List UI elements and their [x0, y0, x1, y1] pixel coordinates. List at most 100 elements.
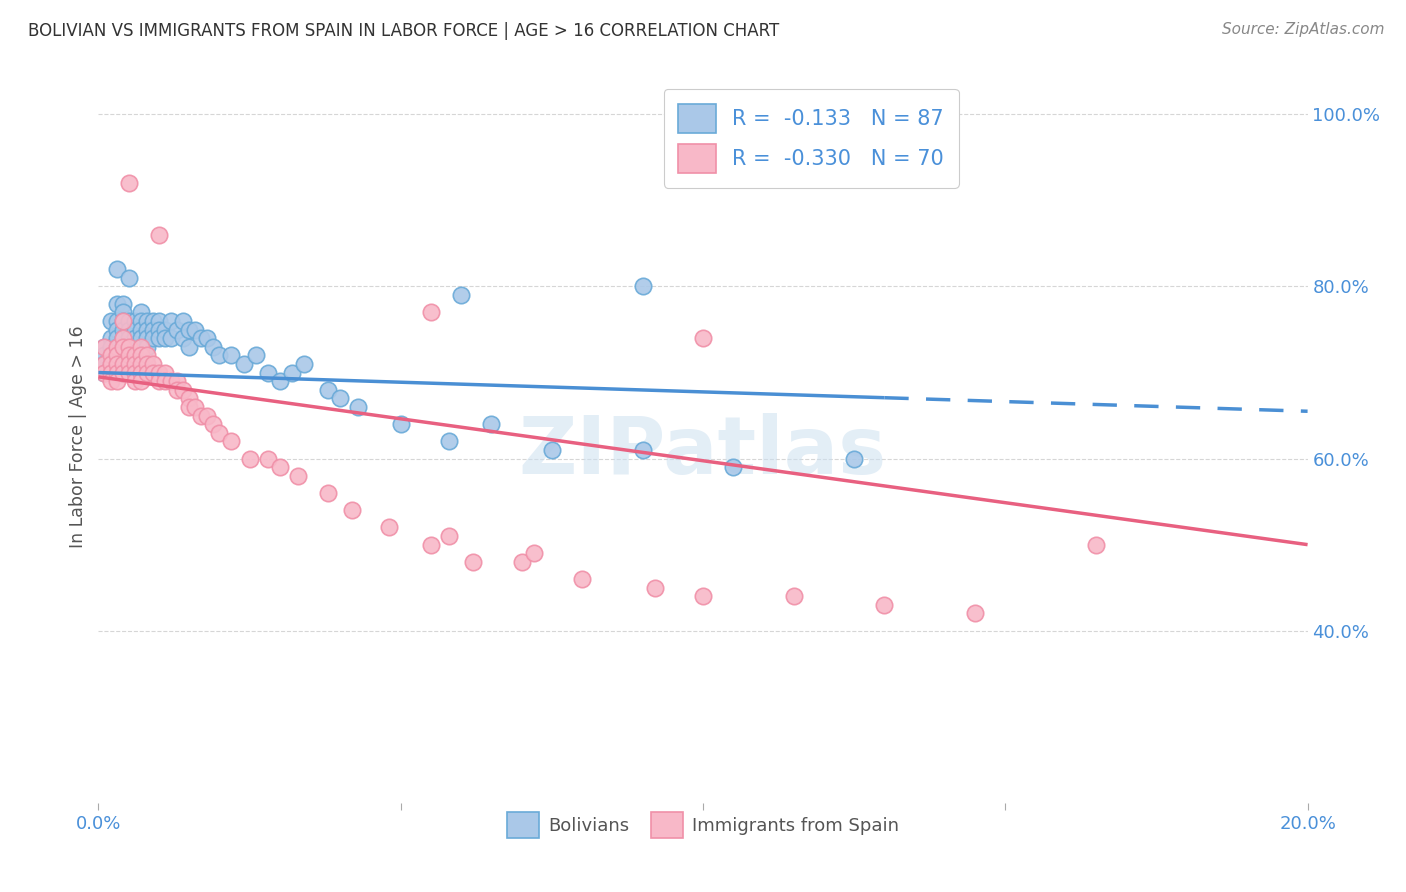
- Point: [179, 322, 201, 336]
- Point: [631, 279, 654, 293]
- Point: [129, 357, 152, 371]
- Point: [105, 322, 128, 336]
- Point: [135, 366, 157, 380]
- Point: [692, 589, 714, 603]
- Point: [118, 357, 141, 371]
- Point: [148, 366, 170, 380]
- Point: [184, 400, 207, 414]
- Point: [190, 409, 212, 423]
- Point: [208, 425, 231, 440]
- Point: [111, 348, 134, 362]
- Point: [221, 348, 243, 362]
- Point: [105, 340, 128, 354]
- Point: [118, 348, 141, 362]
- Point: [389, 417, 412, 432]
- Point: [631, 442, 654, 457]
- Point: [105, 348, 128, 362]
- Point: [129, 374, 152, 388]
- Text: BOLIVIAN VS IMMIGRANTS FROM SPAIN IN LABOR FORCE | AGE > 16 CORRELATION CHART: BOLIVIAN VS IMMIGRANTS FROM SPAIN IN LAB…: [28, 22, 779, 40]
- Point: [118, 357, 141, 371]
- Point: [111, 340, 134, 354]
- Point: [129, 348, 152, 362]
- Point: [100, 357, 122, 371]
- Point: [124, 357, 146, 371]
- Point: [329, 392, 352, 406]
- Point: [111, 322, 134, 336]
- Point: [124, 374, 146, 388]
- Text: Source: ZipAtlas.com: Source: ZipAtlas.com: [1222, 22, 1385, 37]
- Point: [100, 357, 122, 371]
- Point: [1085, 538, 1108, 552]
- Point: [100, 366, 122, 380]
- Point: [195, 331, 218, 345]
- Point: [783, 589, 806, 603]
- Point: [111, 331, 134, 345]
- Point: [105, 262, 128, 277]
- Point: [166, 383, 188, 397]
- Point: [142, 322, 165, 336]
- Point: [124, 366, 146, 380]
- Point: [135, 357, 157, 371]
- Point: [245, 348, 267, 362]
- Point: [111, 314, 134, 328]
- Point: [111, 314, 134, 328]
- Point: [195, 409, 218, 423]
- Point: [540, 442, 562, 457]
- Point: [644, 581, 666, 595]
- Point: [202, 417, 225, 432]
- Point: [93, 366, 115, 380]
- Point: [269, 374, 291, 388]
- Point: [93, 366, 115, 380]
- Point: [172, 314, 194, 328]
- Point: [342, 503, 364, 517]
- Text: ZIPatlas: ZIPatlas: [519, 413, 887, 491]
- Point: [118, 322, 141, 336]
- Point: [142, 366, 165, 380]
- Point: [129, 348, 152, 362]
- Point: [93, 357, 115, 371]
- Point: [118, 331, 141, 345]
- Point: [111, 366, 134, 380]
- Point: [450, 288, 472, 302]
- Point: [135, 331, 157, 345]
- Point: [166, 322, 188, 336]
- Point: [420, 305, 443, 319]
- Point: [111, 366, 134, 380]
- Point: [148, 374, 170, 388]
- Point: [142, 357, 165, 371]
- Point: [118, 176, 141, 190]
- Point: [111, 296, 134, 310]
- Point: [153, 322, 176, 336]
- Point: [723, 460, 745, 475]
- Point: [105, 366, 128, 380]
- Point: [100, 374, 122, 388]
- Point: [93, 348, 115, 362]
- Point: [463, 555, 485, 569]
- Point: [232, 357, 254, 371]
- Point: [347, 400, 370, 414]
- Point: [142, 331, 165, 345]
- Point: [873, 598, 896, 612]
- Point: [523, 546, 546, 560]
- Point: [965, 607, 987, 621]
- Point: [118, 340, 141, 354]
- Point: [105, 366, 128, 380]
- Point: [124, 348, 146, 362]
- Legend: Bolivians, Immigrants from Spain: Bolivians, Immigrants from Spain: [499, 805, 907, 845]
- Point: [179, 392, 201, 406]
- Point: [93, 340, 115, 354]
- Point: [292, 357, 315, 371]
- Point: [118, 314, 141, 328]
- Point: [316, 486, 339, 500]
- Point: [111, 357, 134, 371]
- Point: [118, 340, 141, 354]
- Point: [510, 555, 533, 569]
- Point: [105, 348, 128, 362]
- Point: [124, 331, 146, 345]
- Point: [129, 305, 152, 319]
- Point: [166, 374, 188, 388]
- Point: [256, 366, 278, 380]
- Point: [105, 296, 128, 310]
- Point: [129, 340, 152, 354]
- Point: [105, 357, 128, 371]
